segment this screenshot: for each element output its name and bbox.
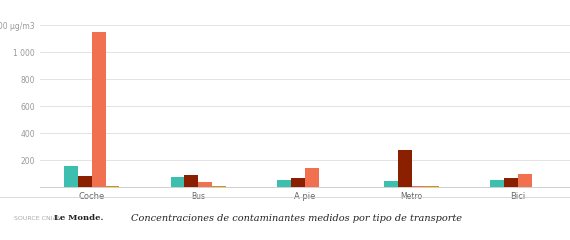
Bar — [425, 186, 439, 187]
Bar — [305, 168, 319, 187]
Bar — [92, 32, 105, 187]
Bar — [170, 177, 185, 187]
Bar — [198, 182, 212, 187]
Bar — [277, 180, 291, 187]
Text: Le Monde.: Le Monde. — [54, 214, 104, 222]
Bar — [384, 181, 398, 187]
Bar — [319, 186, 333, 187]
Bar — [185, 175, 198, 187]
Text: SOURCE CNIAM: SOURCE CNIAM — [14, 216, 63, 221]
Bar — [64, 166, 78, 187]
Bar — [518, 174, 532, 187]
Bar — [212, 186, 226, 187]
Bar — [105, 186, 120, 187]
Text: Concentraciones de contaminantes medidos por tipo de transporte: Concentraciones de contaminantes medidos… — [131, 214, 462, 223]
Bar — [398, 150, 412, 187]
Bar — [532, 186, 546, 187]
Bar — [78, 176, 92, 187]
Bar — [291, 178, 305, 187]
Bar — [504, 178, 518, 187]
Bar — [490, 180, 504, 187]
Bar — [412, 186, 425, 187]
